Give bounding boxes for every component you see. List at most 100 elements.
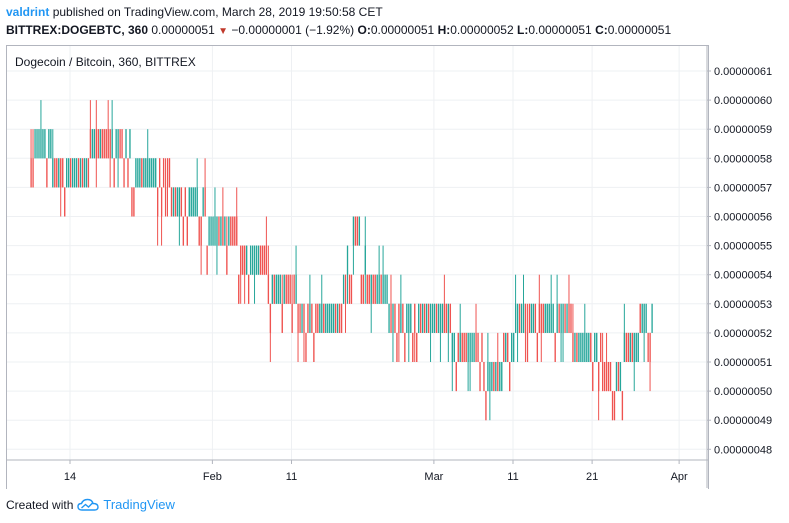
candle-body [505,332,507,362]
candle-body [350,274,353,304]
candle-body [251,245,254,275]
candle-body [629,332,631,362]
y-tick-label: 0.00000053 [714,299,772,311]
candle-body [497,362,499,392]
candle-body [366,274,368,304]
candle-body [285,274,287,304]
open-value: 0.00000051 [370,23,435,37]
candle-body [133,187,135,217]
candle-body [483,362,485,392]
candle-body [329,303,331,333]
candle-body [247,274,250,304]
candle-body [240,245,242,275]
candle-body [394,303,396,333]
candle-body [516,303,519,333]
candle-body [325,303,327,333]
candle-body [105,129,107,159]
candle-body [190,187,192,217]
candle-body [489,362,491,392]
candle-body [182,216,185,246]
candle-body [60,158,62,188]
tradingview-cloud-icon [77,498,100,511]
y-tick-label: 0.00000048 [714,444,772,456]
candle-body [71,158,74,188]
candle-body [455,362,457,392]
candle-body [536,332,539,362]
candle-body [95,129,98,159]
candle-body [38,129,40,159]
candle-body [186,216,188,246]
candle-body [275,274,277,304]
candle-body [151,158,153,188]
candle-body [477,332,479,362]
candle-body [155,158,157,188]
candle-body [135,158,137,188]
candle-body [467,332,469,362]
chart-frame[interactable] [6,45,709,489]
candle-body [566,303,568,333]
candle-body [418,303,420,333]
candle-body [425,303,428,333]
candle-body [81,158,84,188]
candle-body [198,216,200,246]
y-tick-label: 0.00000057 [714,182,772,194]
tradingview-brand-link[interactable]: TradingView [103,497,175,512]
y-tick-label: 0.00000061 [714,66,772,78]
candle-body [257,245,260,275]
candles [30,100,653,421]
candle-body [210,216,212,246]
candle-body [370,274,372,304]
candle-body [113,158,115,188]
candle-body [40,129,42,159]
candle-body [299,303,301,333]
candle-body [137,158,139,188]
candle-body [380,274,382,304]
x-tick-label: 11 [507,471,518,483]
candle-body [216,216,218,246]
x-tick-label: 11 [286,471,297,483]
candle-body [336,303,339,333]
candle-body [540,303,542,333]
candle-body [592,362,594,392]
candle-body [596,332,598,362]
candle-body [166,158,169,188]
candle-body [123,158,125,188]
candle-body [507,332,509,362]
candle-body [141,158,143,188]
candle-body [637,332,639,362]
candle-body [56,158,58,188]
candle-body [162,158,165,188]
candle-body [439,303,442,333]
high-label: H: [437,23,451,37]
candle-body [453,332,455,362]
candle-body [158,158,161,188]
candle-body [469,332,471,362]
candle-body [331,303,333,333]
candle-body [546,303,548,333]
candle-body [449,303,452,333]
candle-body [291,303,293,333]
candle-body [129,129,131,159]
grid-lines [7,46,706,460]
candle-body [520,303,523,333]
candle-body [578,332,580,362]
candle-body [651,303,653,333]
candle-body [352,216,355,246]
y-tick-label: 0.00000050 [714,386,772,398]
candle-body [346,245,349,275]
candle-body [87,158,90,188]
candle-body [261,245,264,275]
candle-body [647,332,649,362]
candle-body [48,129,50,159]
author-link[interactable]: valdrint [6,5,50,19]
candle-body [410,303,412,333]
candle-body [85,158,88,188]
candle-body [184,187,187,217]
candle-body [627,332,630,362]
candle-body [307,303,309,333]
candle-body [431,303,434,333]
candle-body [271,274,274,304]
candle-body [356,216,359,246]
candle-body [485,391,487,421]
